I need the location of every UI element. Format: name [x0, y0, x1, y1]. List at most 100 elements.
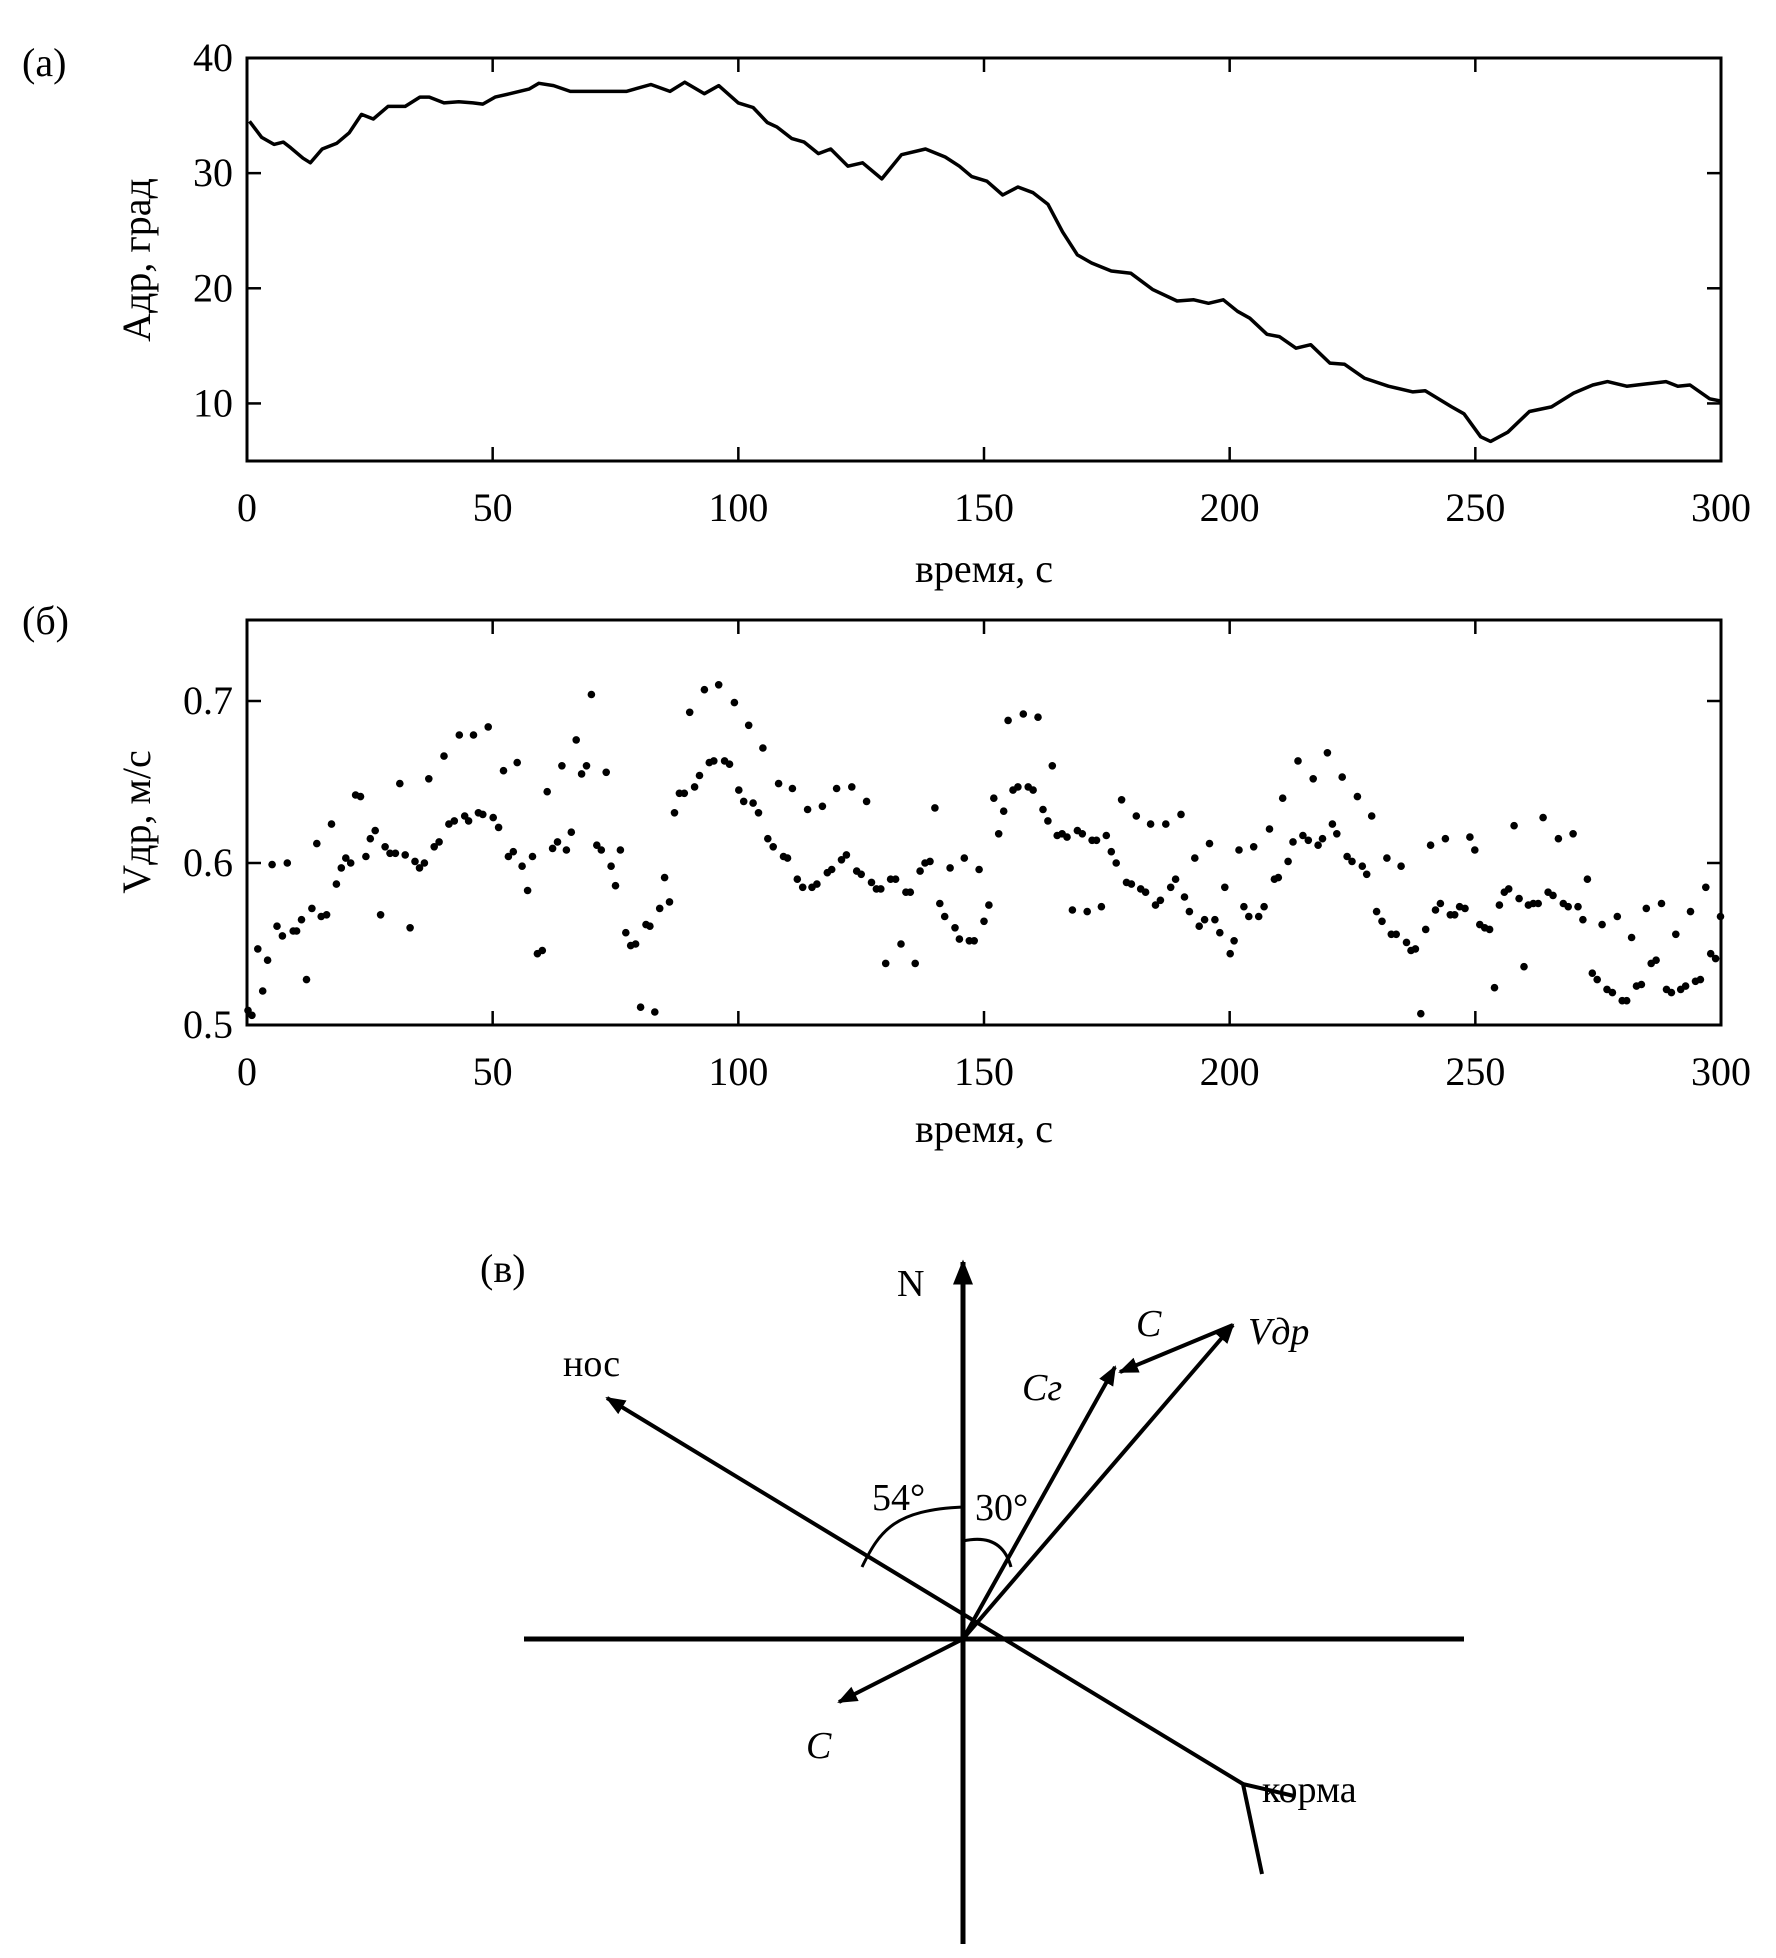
- series-a: [248, 80, 1722, 444]
- data-point: [1314, 841, 1322, 849]
- data-point: [842, 851, 851, 859]
- data-point: [788, 784, 797, 793]
- data-point: [1151, 901, 1160, 909]
- data-point: [1309, 775, 1317, 783]
- data-point: [308, 904, 316, 913]
- data-point: [538, 946, 547, 955]
- data-point: [1294, 757, 1302, 765]
- data-point: [1652, 956, 1660, 964]
- data-point: [1362, 870, 1371, 879]
- y-axis-label-b: Vдр, м/с: [114, 750, 159, 893]
- data-point: [916, 867, 924, 875]
- data-point: [660, 873, 669, 882]
- data-point: [999, 807, 1008, 815]
- data-point: [302, 975, 311, 984]
- data-point: [1411, 945, 1420, 953]
- data-point: [1392, 930, 1400, 939]
- data-point: [342, 854, 350, 862]
- data-point: [504, 852, 513, 861]
- data-point: [754, 809, 763, 817]
- data-point: [1667, 988, 1676, 997]
- data-point: [665, 898, 674, 906]
- data-point: [1627, 933, 1636, 942]
- data-point: [1417, 1009, 1425, 1018]
- data-point: [960, 854, 969, 862]
- data-point: [970, 937, 978, 945]
- data-point: [744, 721, 753, 730]
- data-point: [1034, 713, 1042, 721]
- data-point: [1078, 830, 1087, 838]
- data-point: [813, 880, 821, 888]
- data-point: [1593, 975, 1601, 984]
- data-point: [430, 843, 439, 851]
- data-point: [528, 852, 537, 861]
- drift-angle-line: [248, 80, 1722, 444]
- data-point: [1195, 922, 1203, 930]
- stern-fork: [1240, 1781, 1295, 1875]
- x-tick-label: 150: [954, 1049, 1014, 1094]
- drift-velocity-label: Vдр: [1248, 1311, 1309, 1353]
- data-point: [881, 959, 890, 968]
- plot-frame-b: [245, 618, 1723, 1027]
- data-point: [877, 885, 885, 893]
- data-point: [1323, 749, 1332, 757]
- panel-label-c: (в): [480, 1246, 526, 1291]
- data-point: [1681, 982, 1690, 990]
- data-point: [420, 859, 429, 867]
- data-point: [1083, 907, 1091, 916]
- ship-axis-bow-arrow: [605, 1396, 1245, 1786]
- data-point: [1211, 915, 1219, 924]
- data-point: [897, 940, 905, 948]
- data-point: [1304, 836, 1313, 845]
- data-point: [735, 786, 743, 794]
- data-point: [1642, 904, 1651, 913]
- data-point: [489, 813, 498, 822]
- data-point: [1353, 792, 1362, 801]
- data-point: [1657, 899, 1666, 908]
- x-tick-label: 150: [954, 485, 1014, 530]
- data-point: [1510, 821, 1518, 830]
- x-tick-label: 200: [1200, 485, 1260, 530]
- data-point: [1450, 911, 1459, 919]
- y-tick-label: 0.6: [183, 840, 233, 885]
- data-point: [479, 810, 487, 819]
- data-point: [258, 987, 267, 995]
- data-point: [936, 899, 944, 908]
- data-point: [548, 844, 557, 853]
- data-point: [803, 805, 812, 814]
- current-arrow-bottom: [837, 1637, 964, 1704]
- data-point: [1338, 773, 1346, 781]
- x-tick-label: 50: [473, 1049, 513, 1094]
- data-point: [1141, 888, 1150, 896]
- data-point: [1019, 710, 1028, 718]
- data-point: [597, 846, 606, 854]
- current-arrow-top: [1118, 1323, 1234, 1374]
- data-point: [1613, 912, 1622, 921]
- data-point: [1004, 716, 1012, 725]
- data-point: [793, 875, 802, 883]
- data-point: [1348, 857, 1356, 866]
- x-axis-label-a: время, с: [915, 546, 1053, 591]
- data-point: [1162, 820, 1170, 828]
- data-point: [371, 826, 380, 835]
- data-point: [1230, 937, 1238, 945]
- x-tick-label: 100: [708, 1049, 768, 1094]
- data-point: [1504, 885, 1513, 893]
- data-point: [655, 904, 664, 913]
- data-point: [562, 846, 571, 854]
- data-point: [435, 838, 443, 846]
- data-point: [1598, 920, 1606, 929]
- data-point: [730, 698, 739, 707]
- data-point: [1029, 786, 1037, 794]
- data-point: [1299, 831, 1307, 840]
- data-point: [1205, 839, 1214, 848]
- data-point: [1333, 830, 1341, 838]
- data-point: [1378, 917, 1386, 926]
- data-point: [926, 857, 934, 866]
- data-point: [1068, 906, 1077, 914]
- data-point: [955, 935, 964, 943]
- current-label-top: C: [1136, 1303, 1162, 1345]
- data-point: [406, 924, 414, 932]
- data-point: [1383, 854, 1391, 862]
- data-point: [572, 736, 580, 744]
